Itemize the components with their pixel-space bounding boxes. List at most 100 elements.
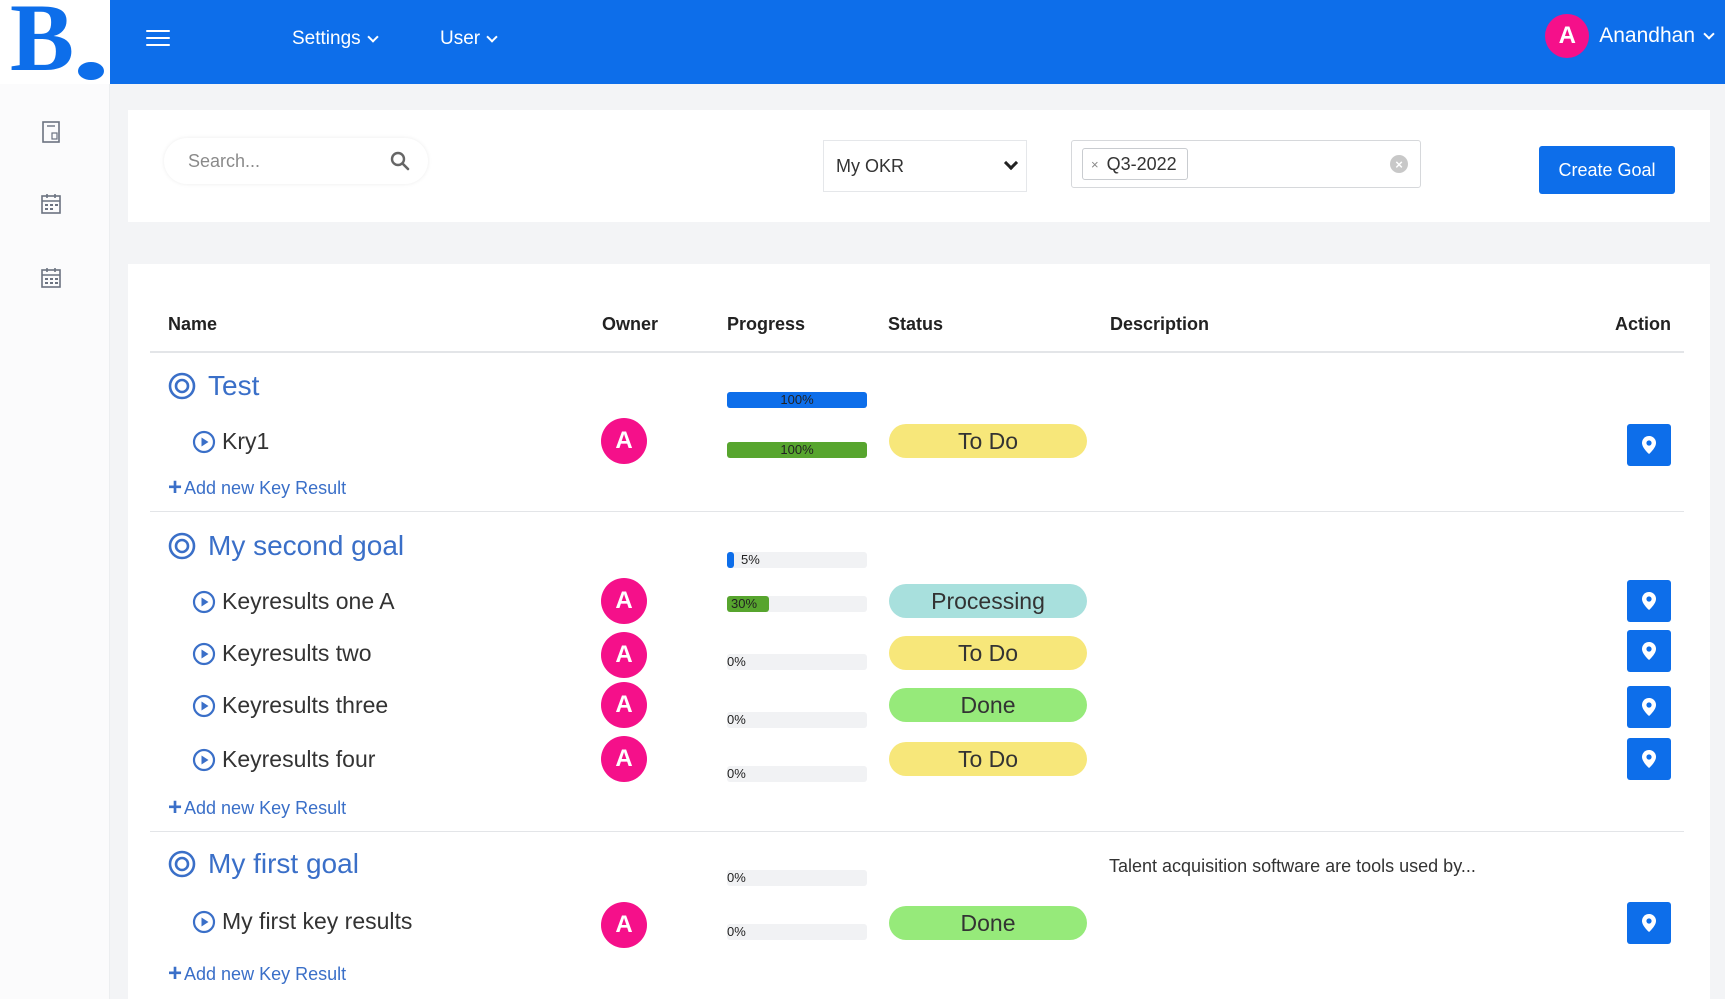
owner-avatar: A	[601, 682, 647, 728]
plus-icon: +	[168, 960, 183, 987]
progress-fill	[727, 552, 734, 568]
column-header-progress: Progress	[727, 314, 806, 334]
add-key-result-link[interactable]: + Add new Key Result	[168, 476, 346, 500]
key-result-title[interactable]: Kry1	[192, 428, 269, 455]
target-icon	[168, 850, 196, 878]
column-header-description: Description	[1110, 314, 1210, 334]
quarter-filter-field[interactable]: × Q3-2022 ×	[1071, 140, 1421, 188]
search-input[interactable]	[188, 150, 378, 172]
target-icon	[168, 532, 196, 560]
key-result-progress-bar: 30%	[727, 596, 867, 612]
key-result-name: My first key results	[222, 908, 413, 934]
add-key-result-label: Add new Key Result	[184, 477, 347, 498]
location-action-button[interactable]	[1627, 630, 1671, 672]
add-key-result-row: + Add new Key Result	[128, 794, 1710, 824]
progress-fill	[727, 442, 867, 458]
owner-avatar: A	[601, 632, 647, 678]
key-result-row: Keyresults two A 0% To Do	[128, 628, 1710, 682]
key-result-title[interactable]: My first key results	[192, 908, 412, 935]
goal-row: Test 100%	[128, 364, 1710, 410]
goal-row: My second goal 5%	[128, 522, 1710, 568]
key-result-progress-bar: 0%	[727, 712, 867, 728]
add-key-result-label: Add new Key Result	[184, 963, 347, 984]
map-pin-icon	[1642, 750, 1656, 768]
column-header-action: Action	[1615, 314, 1671, 334]
map-pin-icon	[1642, 698, 1656, 716]
status-badge: Processing	[889, 584, 1087, 618]
goal-description: Talent acquisition software are tools us…	[1109, 856, 1476, 876]
chevron-down-icon	[1003, 155, 1019, 171]
play-circle-icon	[192, 430, 216, 453]
goal-progress-bar: 0%	[727, 870, 867, 886]
quarter-tag-label: Q3-2022	[1106, 153, 1177, 174]
key-result-title[interactable]: Keyresults four	[192, 746, 375, 773]
key-result-row: Kry1 A 100% To Do	[128, 414, 1710, 474]
nav-settings[interactable]: Settings	[292, 28, 379, 50]
status-badge: To Do	[889, 636, 1087, 670]
location-action-button[interactable]	[1627, 580, 1671, 622]
key-result-title[interactable]: Keyresults one A	[192, 588, 395, 615]
column-header-owner: Owner	[602, 314, 659, 334]
add-key-result-row: + Add new Key Result	[128, 474, 1710, 504]
nav-settings-label: Settings	[292, 28, 361, 49]
goal-title[interactable]: My first goal	[168, 848, 359, 880]
key-result-progress-bar: 0%	[727, 924, 867, 940]
map-pin-icon	[1642, 592, 1656, 610]
nav-user[interactable]: User	[440, 28, 498, 50]
status-badge: Done	[889, 688, 1087, 722]
column-header-name: Name	[168, 314, 218, 334]
play-circle-icon	[192, 748, 216, 771]
progress-label: 0%	[727, 870, 746, 885]
key-result-title[interactable]: Keyresults three	[192, 692, 388, 719]
sidebar-document-icon[interactable]	[40, 120, 62, 144]
progress-label: 0%	[727, 924, 746, 939]
remove-tag-icon[interactable]: ×	[1091, 156, 1099, 172]
key-result-progress-bar: 0%	[727, 766, 867, 782]
progress-label: 0%	[727, 654, 746, 669]
add-key-result-row: + Add new Key Result	[128, 960, 1710, 990]
owner-avatar: A	[601, 902, 647, 948]
owner-avatar: A	[601, 578, 647, 624]
key-result-row: Keyresults three A 0% Done	[128, 682, 1710, 736]
goal-row: My first goal 0% Talent acquisition soft…	[128, 842, 1710, 888]
add-key-result-link[interactable]: + Add new Key Result	[168, 796, 346, 820]
goal-title[interactable]: My second goal	[168, 530, 404, 562]
chevron-down-icon	[366, 30, 379, 43]
status-badge: To Do	[889, 742, 1087, 776]
key-result-progress-bar: 0%	[727, 654, 867, 670]
play-circle-icon	[192, 910, 216, 933]
add-key-result-link[interactable]: + Add new Key Result	[168, 962, 346, 986]
location-action-button[interactable]	[1627, 902, 1671, 944]
key-result-name: Keyresults two	[222, 640, 372, 666]
clear-circle-icon[interactable]: ×	[1390, 155, 1408, 173]
filter-bar: My OKR × Q3-2022 × Create Goal	[128, 110, 1710, 222]
status-badge: To Do	[889, 424, 1087, 458]
progress-label: 30%	[731, 596, 758, 611]
key-result-title[interactable]: Keyresults two	[192, 640, 372, 667]
play-circle-icon	[192, 642, 216, 665]
progress-fill	[727, 596, 769, 612]
okr-filter-select[interactable]: My OKR	[823, 140, 1027, 192]
map-pin-icon	[1642, 436, 1656, 454]
key-result-name: Keyresults four	[222, 746, 376, 772]
search-icon[interactable]	[390, 151, 410, 171]
play-circle-icon	[192, 590, 216, 613]
progress-label: 5%	[741, 552, 760, 567]
map-pin-icon	[1642, 914, 1656, 932]
goal-title[interactable]: Test	[168, 370, 259, 402]
sidebar-calendar-icon[interactable]	[40, 192, 62, 216]
sidebar-calendar-list-icon[interactable]	[40, 266, 62, 290]
user-menu[interactable]: A Anandhan	[1545, 14, 1715, 58]
user-name: Anandhan	[1599, 24, 1695, 47]
location-action-button[interactable]	[1627, 686, 1671, 728]
create-goal-button[interactable]: Create Goal	[1539, 146, 1675, 194]
logo-letter: B	[10, 0, 75, 91]
progress-label: 0%	[727, 712, 746, 727]
header-divider	[150, 351, 1684, 353]
location-action-button[interactable]	[1627, 738, 1671, 780]
logo-dot	[78, 62, 104, 80]
hamburger-menu-icon[interactable]	[146, 30, 170, 48]
logo[interactable]: B	[0, 0, 110, 91]
location-action-button[interactable]	[1627, 424, 1671, 466]
nav-user-label: User	[440, 28, 481, 49]
